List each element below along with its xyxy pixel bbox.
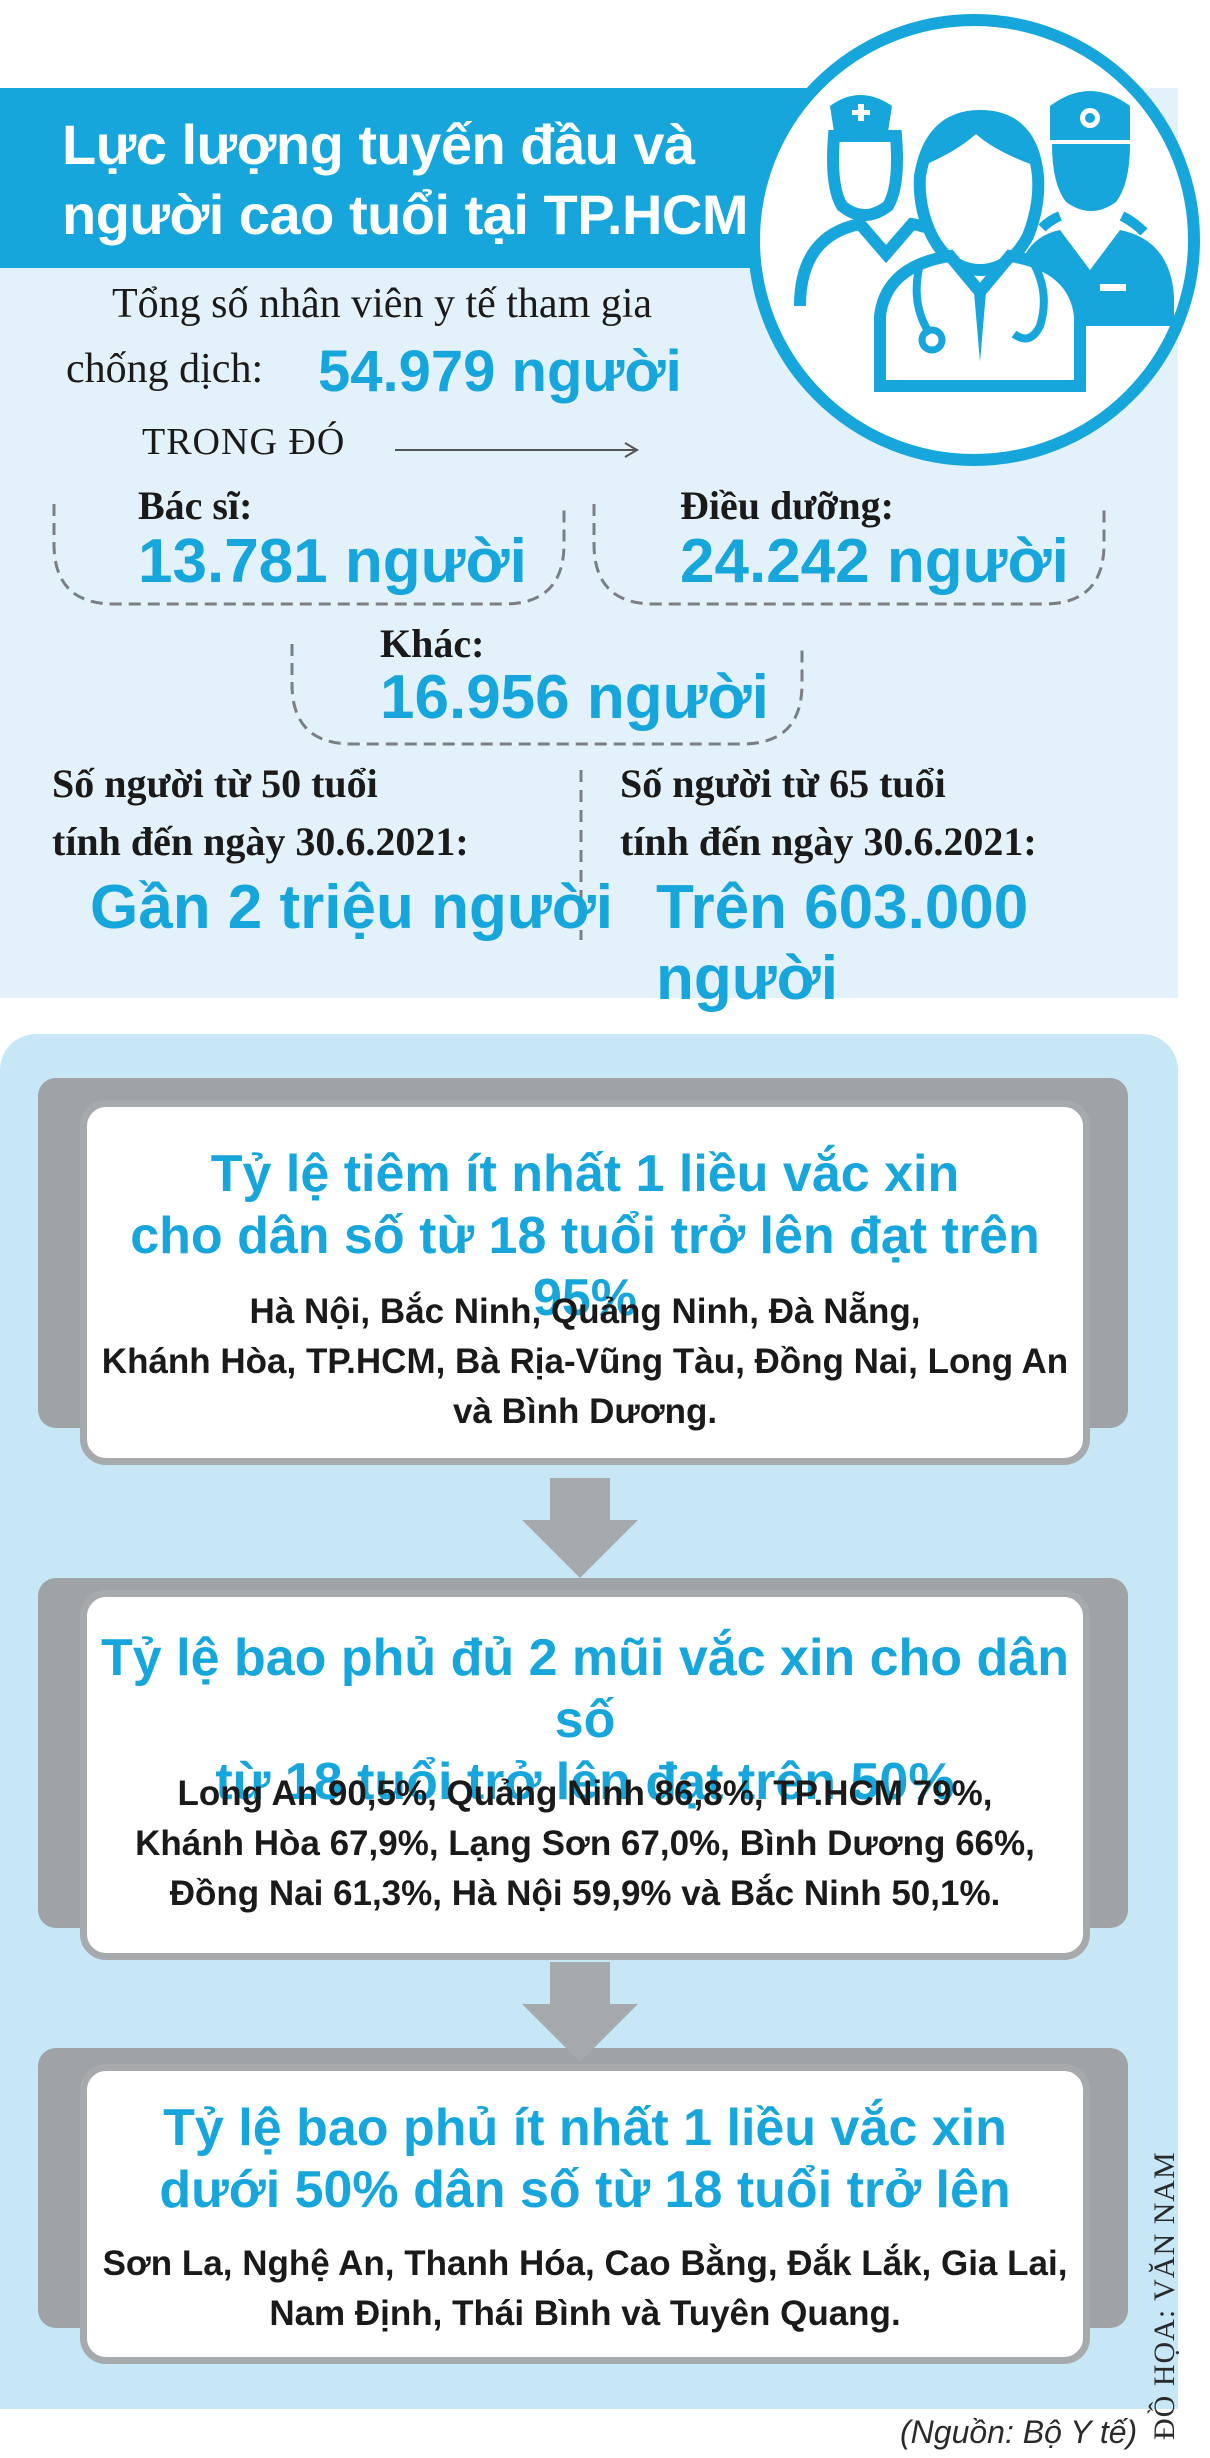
card-title-line: Tỷ lệ tiêm ít nhất 1 liều vắc xin (210, 1145, 960, 1203)
nurses-label: Điều dưỡng: (680, 483, 894, 528)
card-title-line: Tỷ lệ bao phủ ít nhất 1 liều vắc xin (163, 2099, 1007, 2157)
nurses-bracket (592, 504, 1106, 606)
age50-label: Số người từ 50 tuổi (52, 761, 378, 806)
card-title-line: Tỷ lệ bao phủ đủ 2 mũi vắc xin cho dân s… (101, 1629, 1069, 1749)
card-body-line: Nam Định, Thái Bình và Tuyên Quang. (269, 2294, 901, 2333)
card-body-line: Hà Nội, Bắc Ninh, Quảng Ninh, Đà Nẵng, (249, 1292, 921, 1331)
doctors-label: Bác sĩ: (138, 483, 253, 528)
card-body: Hà Nội, Bắc Ninh, Quảng Ninh, Đà Nẵng, K… (87, 1287, 1083, 1437)
doctors-value: 13.781 người (138, 527, 527, 596)
title-line-2: người cao tuổi tại TP.HCM (62, 183, 748, 246)
card-body: Sơn La, Nghệ An, Thanh Hóa, Cao Bằng, Đắ… (87, 2239, 1083, 2339)
card-title-line: dưới 50% dân số từ 18 tuổi trở lên (159, 2161, 1011, 2219)
card-title-line: từ 18 tuổi trở lên đạt trên 50% (215, 1753, 955, 1811)
age50-value: Gần 2 triệu người (90, 873, 614, 942)
age65-value: Trên 603.000 người (656, 873, 1029, 1013)
other-value: 16.956 người (380, 663, 769, 732)
card-title-line: cho dân số từ 18 tuổi trở lên đạt trên 9… (130, 1207, 1040, 1327)
nurses-value: 24.242 người (680, 527, 1069, 596)
card-title: Tỷ lệ bao phủ ít nhất 1 liều vắc xin dướ… (87, 2097, 1083, 2221)
age65-label: Số người từ 65 tuổi (620, 761, 946, 806)
title-line-1: Lực lượng tuyến đầu và (62, 113, 695, 176)
graphic-credit: ĐỒ HỌA: VĂN NAM (1148, 2151, 1181, 2440)
age65-label-2: tính đến ngày 30.6.2021: (620, 819, 1037, 864)
card-body-line: Khánh Hòa 67,9%, Lạng Sơn 67,0%, Bình Dư… (135, 1824, 1035, 1863)
card-body-line: Long An 90,5%, Quảng Ninh 86,8%, TP.HCM … (177, 1774, 993, 1813)
total-staff-label: Tổng số nhân viên y tế tham gia (112, 281, 653, 327)
card-title: Tỷ lệ tiêm ít nhất 1 liều vắc xin cho dâ… (87, 1143, 1083, 1329)
page-title: Lực lượng tuyến đầu và người cao tuổi tạ… (62, 110, 782, 250)
column-divider (579, 770, 583, 940)
card-body-line: Khánh Hòa, TP.HCM, Bà Rịa-Vũng Tàu, Đồng… (101, 1342, 1069, 1381)
vaccine-card-1: Tỷ lệ tiêm ít nhất 1 liều vắc xin cho dâ… (80, 1100, 1090, 1465)
card-body-line: Đồng Nai 61,3%, Hà Nội 59,9% và Bắc Ninh… (169, 1874, 1001, 1913)
card-body: Long An 90,5%, Quảng Ninh 86,8%, TP.HCM … (87, 1769, 1083, 1919)
arrow-right-icon (395, 442, 639, 458)
medical-staff-icon (748, 14, 1200, 466)
total-staff-value: 54.979 người (318, 339, 682, 404)
age50-label-2: tính đến ngày 30.6.2021: (52, 819, 469, 864)
card-body-line: và Bình Dương. (452, 1392, 718, 1431)
down-arrow-icon (522, 1478, 638, 1578)
vaccine-card-2: Tỷ lệ bao phủ đủ 2 mũi vắc xin cho dân s… (80, 1590, 1090, 1960)
vaccine-card-3: Tỷ lệ bao phủ ít nhất 1 liều vắc xin dướ… (80, 2064, 1090, 2364)
other-bracket (290, 644, 804, 746)
card-body-line: Sơn La, Nghệ An, Thanh Hóa, Cao Bằng, Đắ… (102, 2244, 1068, 2283)
source-note: (Nguồn: Bộ Y tế) (900, 2414, 1138, 2450)
other-label: Khác: (380, 621, 485, 666)
down-arrow-icon (522, 1962, 638, 2062)
card-title: Tỷ lệ bao phủ đủ 2 mũi vắc xin cho dân s… (87, 1627, 1083, 1813)
total-staff-label-2: chống dịch: (66, 346, 264, 392)
breakdown-label: TRONG ĐÓ (142, 421, 346, 463)
doctors-bracket (52, 504, 566, 606)
